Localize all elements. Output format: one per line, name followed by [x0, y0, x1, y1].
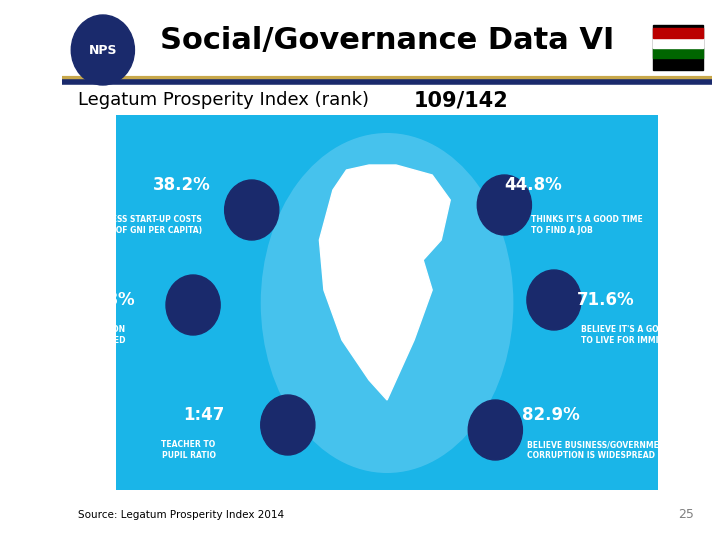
Circle shape [166, 275, 220, 335]
Text: TEACHER TO
PUPIL RATIO: TEACHER TO PUPIL RATIO [161, 440, 215, 460]
FancyBboxPatch shape [653, 48, 703, 58]
Text: Source: Legatum Prosperity Index 2014: Source: Legatum Prosperity Index 2014 [78, 510, 284, 520]
Text: SAY THEY CAN RELY ON
OTHERS IN TIMES OF NEED: SAY THEY CAN RELY ON OTHERS IN TIMES OF … [9, 325, 125, 345]
Text: 38.2%: 38.2% [153, 176, 211, 194]
Text: 71.6%: 71.6% [577, 291, 634, 309]
Text: Social/Governance Data VI: Social/Governance Data VI [160, 25, 614, 55]
FancyBboxPatch shape [653, 28, 703, 38]
Text: 1:47: 1:47 [184, 406, 225, 424]
Circle shape [225, 180, 279, 240]
Text: 25: 25 [678, 509, 694, 522]
Circle shape [477, 175, 531, 235]
Text: BELIEVE IT'S A GOOD PLACE
TO LIVE FOR IMMIGRANTS: BELIEVE IT'S A GOOD PLACE TO LIVE FOR IM… [581, 325, 701, 345]
Text: NPS: NPS [89, 44, 117, 57]
Text: Legatum Prosperity Index (rank): Legatum Prosperity Index (rank) [78, 91, 369, 109]
Text: BUSINESS START-UP COSTS
(% OF GNI PER CAPITA): BUSINESS START-UP COSTS (% OF GNI PER CA… [86, 215, 202, 235]
Text: 82.9%: 82.9% [523, 406, 580, 424]
Text: BELIEVE BUSINESS/GOVERNMENT
CORRUPTION IS WIDESPREAD: BELIEVE BUSINESS/GOVERNMENT CORRUPTION I… [527, 440, 670, 460]
FancyBboxPatch shape [117, 115, 658, 490]
FancyBboxPatch shape [653, 25, 703, 70]
Text: 82.8%: 82.8% [77, 291, 135, 309]
Polygon shape [320, 165, 450, 400]
Circle shape [71, 15, 135, 85]
Circle shape [468, 400, 523, 460]
Circle shape [527, 270, 581, 330]
Text: THINKS IT'S A GOOD TIME
TO FIND A JOB: THINKS IT'S A GOOD TIME TO FIND A JOB [531, 215, 643, 235]
Text: 44.8%: 44.8% [504, 176, 562, 194]
Ellipse shape [261, 133, 513, 473]
Circle shape [261, 395, 315, 455]
FancyBboxPatch shape [653, 38, 703, 48]
Text: 109/142: 109/142 [414, 90, 509, 110]
